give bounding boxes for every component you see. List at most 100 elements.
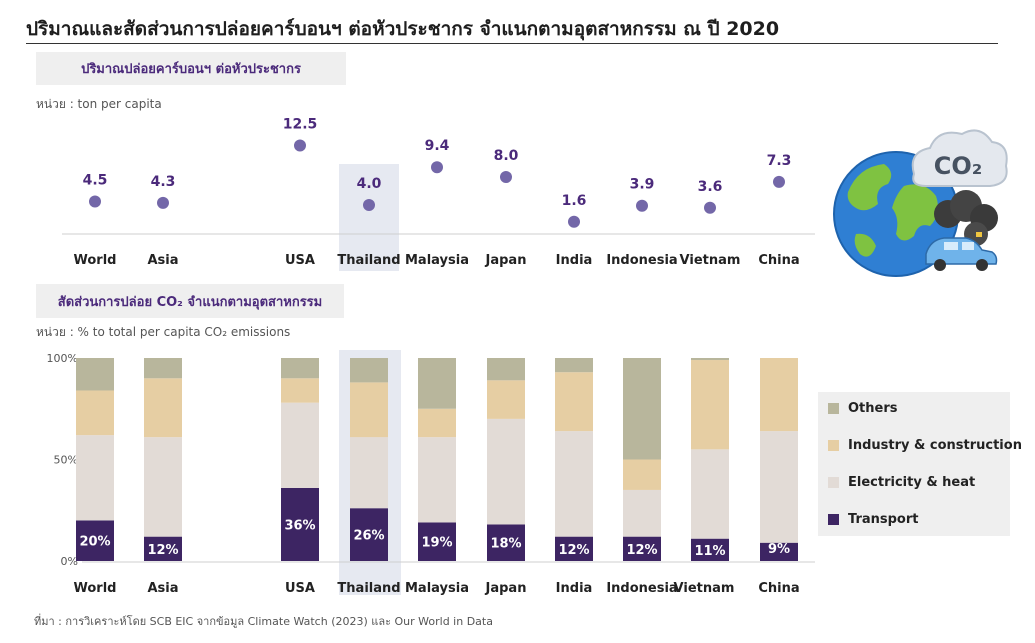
- category-label-bottom-world: World: [74, 581, 117, 596]
- value-label-usa: 12.5: [283, 117, 318, 133]
- title-divider: [26, 43, 998, 44]
- transport-label-asia: 12%: [147, 543, 178, 558]
- co2-illustration: CO₂: [833, 129, 1008, 277]
- y-tick-100: 100%: [47, 352, 78, 365]
- dot-usa: [294, 139, 306, 152]
- category-label-top-japan: Japan: [485, 253, 527, 268]
- transport-label-china: 9%: [768, 542, 790, 557]
- page-title: ปริมาณและสัดส่วนการปล่อยคาร์บอนฯ ต่อหัวป…: [26, 18, 780, 40]
- dot-thailand: [363, 199, 375, 211]
- bar-electricity-heat-indonesia: [623, 489, 661, 537]
- category-label-top-world: World: [74, 253, 117, 268]
- dot-world: [89, 195, 101, 208]
- legend-label-transport: Transport: [848, 511, 919, 527]
- bar-others-malaysia: [418, 358, 456, 409]
- dot-malaysia: [431, 161, 443, 174]
- bar-industry-construction-world: [76, 390, 114, 436]
- bar-industry-construction-malaysia: [418, 408, 456, 438]
- category-label-top-malaysia: Malaysia: [405, 253, 469, 268]
- transport-label-vietnam: 11%: [694, 544, 725, 559]
- section2-label: สัดส่วนการปล่อย CO₂ จำแนกตามอุตสาหกรรม: [36, 284, 344, 318]
- category-label-bottom-thailand: Thailand: [337, 581, 400, 596]
- per-capita-chart: 4.5 World 4.3 Asia 12.5 USA 4.0 Thailand 9.4 Mala…: [62, 117, 815, 271]
- bar-industry-construction-china: [760, 358, 798, 432]
- value-label-malaysia: 9.4: [425, 138, 450, 154]
- bar-others-world: [76, 358, 114, 391]
- bar-electricity-heat-india: [555, 431, 593, 537]
- transport-label-india: 12%: [558, 543, 589, 558]
- legend: Others Industry & construction Electricity…: [818, 392, 1022, 536]
- category-label-bottom-japan: Japan: [485, 581, 527, 596]
- co2-text: CO₂: [934, 152, 983, 180]
- category-label-bottom-asia: Asia: [147, 581, 178, 596]
- bar-others-japan: [487, 358, 525, 381]
- bar-industry-construction-japan: [487, 380, 525, 419]
- bar-others-india: [555, 358, 593, 373]
- bar-industry-construction-thailand: [350, 382, 388, 438]
- bar-industry-construction-india: [555, 372, 593, 432]
- legend-item-transport: Transport: [828, 511, 918, 527]
- bar-electricity-heat-china: [760, 431, 798, 543]
- bar-transport-japan: [487, 524, 525, 561]
- legend-swatch-others: [828, 402, 839, 414]
- value-label-vietnam: 3.6: [698, 179, 723, 195]
- dot-india: [568, 215, 580, 228]
- legend-label-electricity-heat: Electricity & heat: [848, 474, 976, 490]
- value-label-asia: 4.3: [151, 174, 176, 190]
- bar-others-indonesia: [623, 358, 661, 460]
- dot-indonesia: [636, 199, 648, 212]
- category-label-bottom-indonesia: Indonesia: [606, 581, 677, 596]
- value-label-china: 7.3: [767, 153, 792, 169]
- value-label-world: 4.5: [83, 173, 108, 189]
- bar-transport-usa: [281, 487, 319, 561]
- legend-swatch-transport: [828, 513, 839, 525]
- bar-industry-construction-asia: [144, 378, 182, 438]
- bar-electricity-heat-vietnam: [691, 449, 729, 539]
- value-label-thailand: 4.0: [357, 176, 382, 192]
- section1-label: ปริมาณปล่อยคาร์บอนฯ ต่อหัวประชากร: [36, 52, 346, 85]
- category-label-top-usa: USA: [285, 253, 315, 268]
- section1-unit: หน่วย : ton per capita: [36, 97, 162, 111]
- bar-electricity-heat-thailand: [350, 437, 388, 509]
- bar-electricity-heat-usa: [281, 402, 319, 488]
- y-tick-50: 50%: [54, 454, 78, 467]
- transport-label-usa: 36%: [284, 518, 315, 533]
- bar-transport-indonesia: [623, 536, 661, 561]
- bar-others-usa: [281, 358, 319, 379]
- transport-label-indonesia: 12%: [626, 543, 657, 558]
- legend-swatch-electricity-heat: [828, 476, 839, 488]
- bar-electricity-heat-asia: [144, 437, 182, 537]
- category-label-top-indonesia: Indonesia: [606, 253, 677, 268]
- transport-label-world: 20%: [79, 535, 110, 550]
- bar-industry-construction-usa: [281, 378, 319, 403]
- car-icon: [925, 232, 998, 271]
- source-note: ที่มา : การวิเคราะห์โดย SCB EIC จากข้อมู…: [34, 615, 493, 628]
- bar-transport-india: [555, 536, 593, 561]
- bar-electricity-heat-malaysia: [418, 437, 456, 523]
- bar-transport-world: [76, 520, 114, 561]
- legend-label-others: Others: [848, 400, 898, 416]
- bar-transport-china: [760, 542, 798, 561]
- category-label-top-china: China: [758, 253, 799, 268]
- bar-others-vietnam: [691, 358, 729, 361]
- bar-others-asia: [144, 358, 182, 379]
- y-tick-0: 0%: [61, 555, 78, 568]
- category-label-top-thailand: Thailand: [337, 253, 400, 268]
- bar-industry-construction-indonesia: [623, 459, 661, 490]
- bar-electricity-heat-japan: [487, 418, 525, 525]
- category-label-top-vietnam: Vietnam: [680, 253, 741, 268]
- legend-item-industry-construction: Industry & construction: [828, 437, 1022, 453]
- legend-label-industry-construction: Industry & construction: [848, 437, 1022, 453]
- category-label-bottom-malaysia: Malaysia: [405, 581, 469, 596]
- value-label-india: 1.6: [562, 193, 587, 209]
- legend-swatch-industry-construction: [828, 439, 839, 451]
- category-label-bottom-china: China: [758, 581, 799, 596]
- transport-label-malaysia: 19%: [421, 536, 452, 551]
- category-label-bottom-usa: USA: [285, 581, 315, 596]
- transport-label-japan: 18%: [490, 537, 521, 552]
- category-label-bottom-india: India: [556, 581, 593, 596]
- bar-others-thailand: [350, 358, 388, 383]
- co2-cloud-icon: CO₂: [911, 129, 1008, 187]
- legend-item-electricity-heat: Electricity & heat: [828, 474, 975, 490]
